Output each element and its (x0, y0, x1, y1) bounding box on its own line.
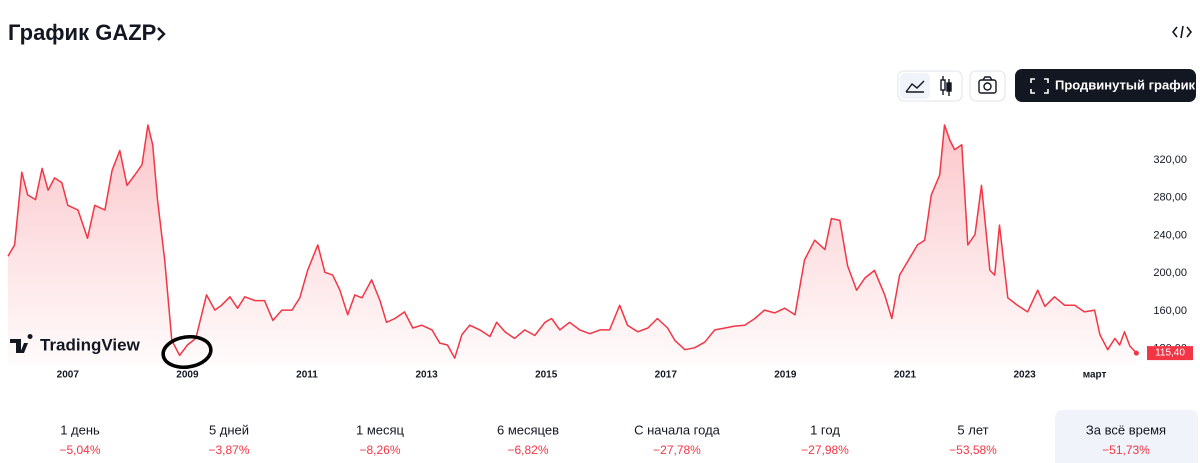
tradingview-logo: TradingView (10, 334, 141, 354)
period-bar: 1 день −5,04% 5 дней −3,87% 1 месяц −8,26% 6 м… (59, 410, 1198, 463)
advanced-chart-button[interactable] (1015, 69, 1196, 102)
y-tick-label: 160,00 (1153, 305, 1187, 317)
x-tick-label: 2019 (774, 370, 797, 381)
period-change: −6,82% (507, 443, 548, 457)
period-change: −53,58% (949, 443, 997, 457)
snapshot-button[interactable] (969, 70, 1006, 102)
period-label: 6 месяцев (497, 422, 559, 437)
plot: 120,00160,00200,00240,00280,00320,002007… (7, 124, 1193, 381)
period-tab[interactable]: 1 день −5,04% (59, 422, 100, 457)
period-change: −8,26% (359, 443, 400, 457)
page-title: График GAZP (8, 20, 156, 45)
selected-tab-bg (1055, 410, 1198, 463)
x-tick-label: 2013 (415, 370, 438, 381)
fullscreen-icon (1030, 78, 1049, 94)
last-price-tag (1147, 346, 1193, 361)
candle-style-button[interactable] (940, 76, 952, 96)
camera-icon (978, 76, 997, 94)
x-tick-label: 2017 (655, 370, 678, 381)
title-chevron[interactable] (157, 27, 166, 41)
period-tab[interactable]: 5 дней −3,87% (208, 422, 249, 457)
advanced-chart-label: Продвинутый график (1055, 77, 1196, 92)
period-tab[interactable]: За всё время −51,73% (1055, 410, 1198, 463)
period-label: 5 дней (209, 422, 249, 437)
period-label: 1 день (60, 422, 100, 437)
y-tick-label: 320,00 (1153, 154, 1187, 166)
period-change: −27,98% (801, 443, 849, 457)
hand-drawn-circle (161, 335, 213, 369)
y-tick-label: 280,00 (1153, 192, 1187, 204)
period-label: За всё время (1086, 422, 1166, 437)
x-tick-label: 2009 (176, 370, 199, 381)
period-label: 1 год (810, 422, 840, 437)
last-point (1133, 350, 1139, 356)
price-line (7, 124, 1137, 359)
period-change: −3,87% (208, 443, 249, 457)
period-change: −51,73% (1102, 443, 1150, 457)
period-tab[interactable]: С начала года −27,78% (634, 422, 721, 457)
area-icon (905, 80, 925, 93)
area-fill (8, 125, 1137, 365)
period-label: С начала года (634, 422, 721, 437)
x-tick-label: март (1083, 370, 1107, 381)
last-price-label: 115,40 (1155, 348, 1185, 359)
y-tick-label: 200,00 (1153, 267, 1187, 279)
period-label: 5 лет (957, 422, 988, 437)
x-tick-label: 2007 (57, 370, 80, 381)
brand-name: TradingView (40, 335, 141, 354)
period-label: 1 месяц (356, 422, 405, 437)
period-tab[interactable]: 6 месяцев −6,82% (497, 422, 559, 457)
period-change: −27,78% (653, 443, 701, 457)
period-change: −5,04% (59, 443, 100, 457)
x-tick-label: 2023 (1013, 370, 1036, 381)
period-tab[interactable]: 1 месяц −8,26% (356, 422, 405, 457)
period-tab[interactable]: 5 лет −53,58% (949, 422, 997, 457)
period-tab[interactable]: 1 год −27,98% (801, 422, 849, 457)
y-tick-label: 240,00 (1153, 229, 1187, 241)
x-tick-label: 2021 (894, 370, 917, 381)
embed-icon[interactable] (1171, 25, 1193, 39)
x-tick-label: 2015 (535, 370, 558, 381)
x-tick-label: 2011 (296, 370, 318, 381)
